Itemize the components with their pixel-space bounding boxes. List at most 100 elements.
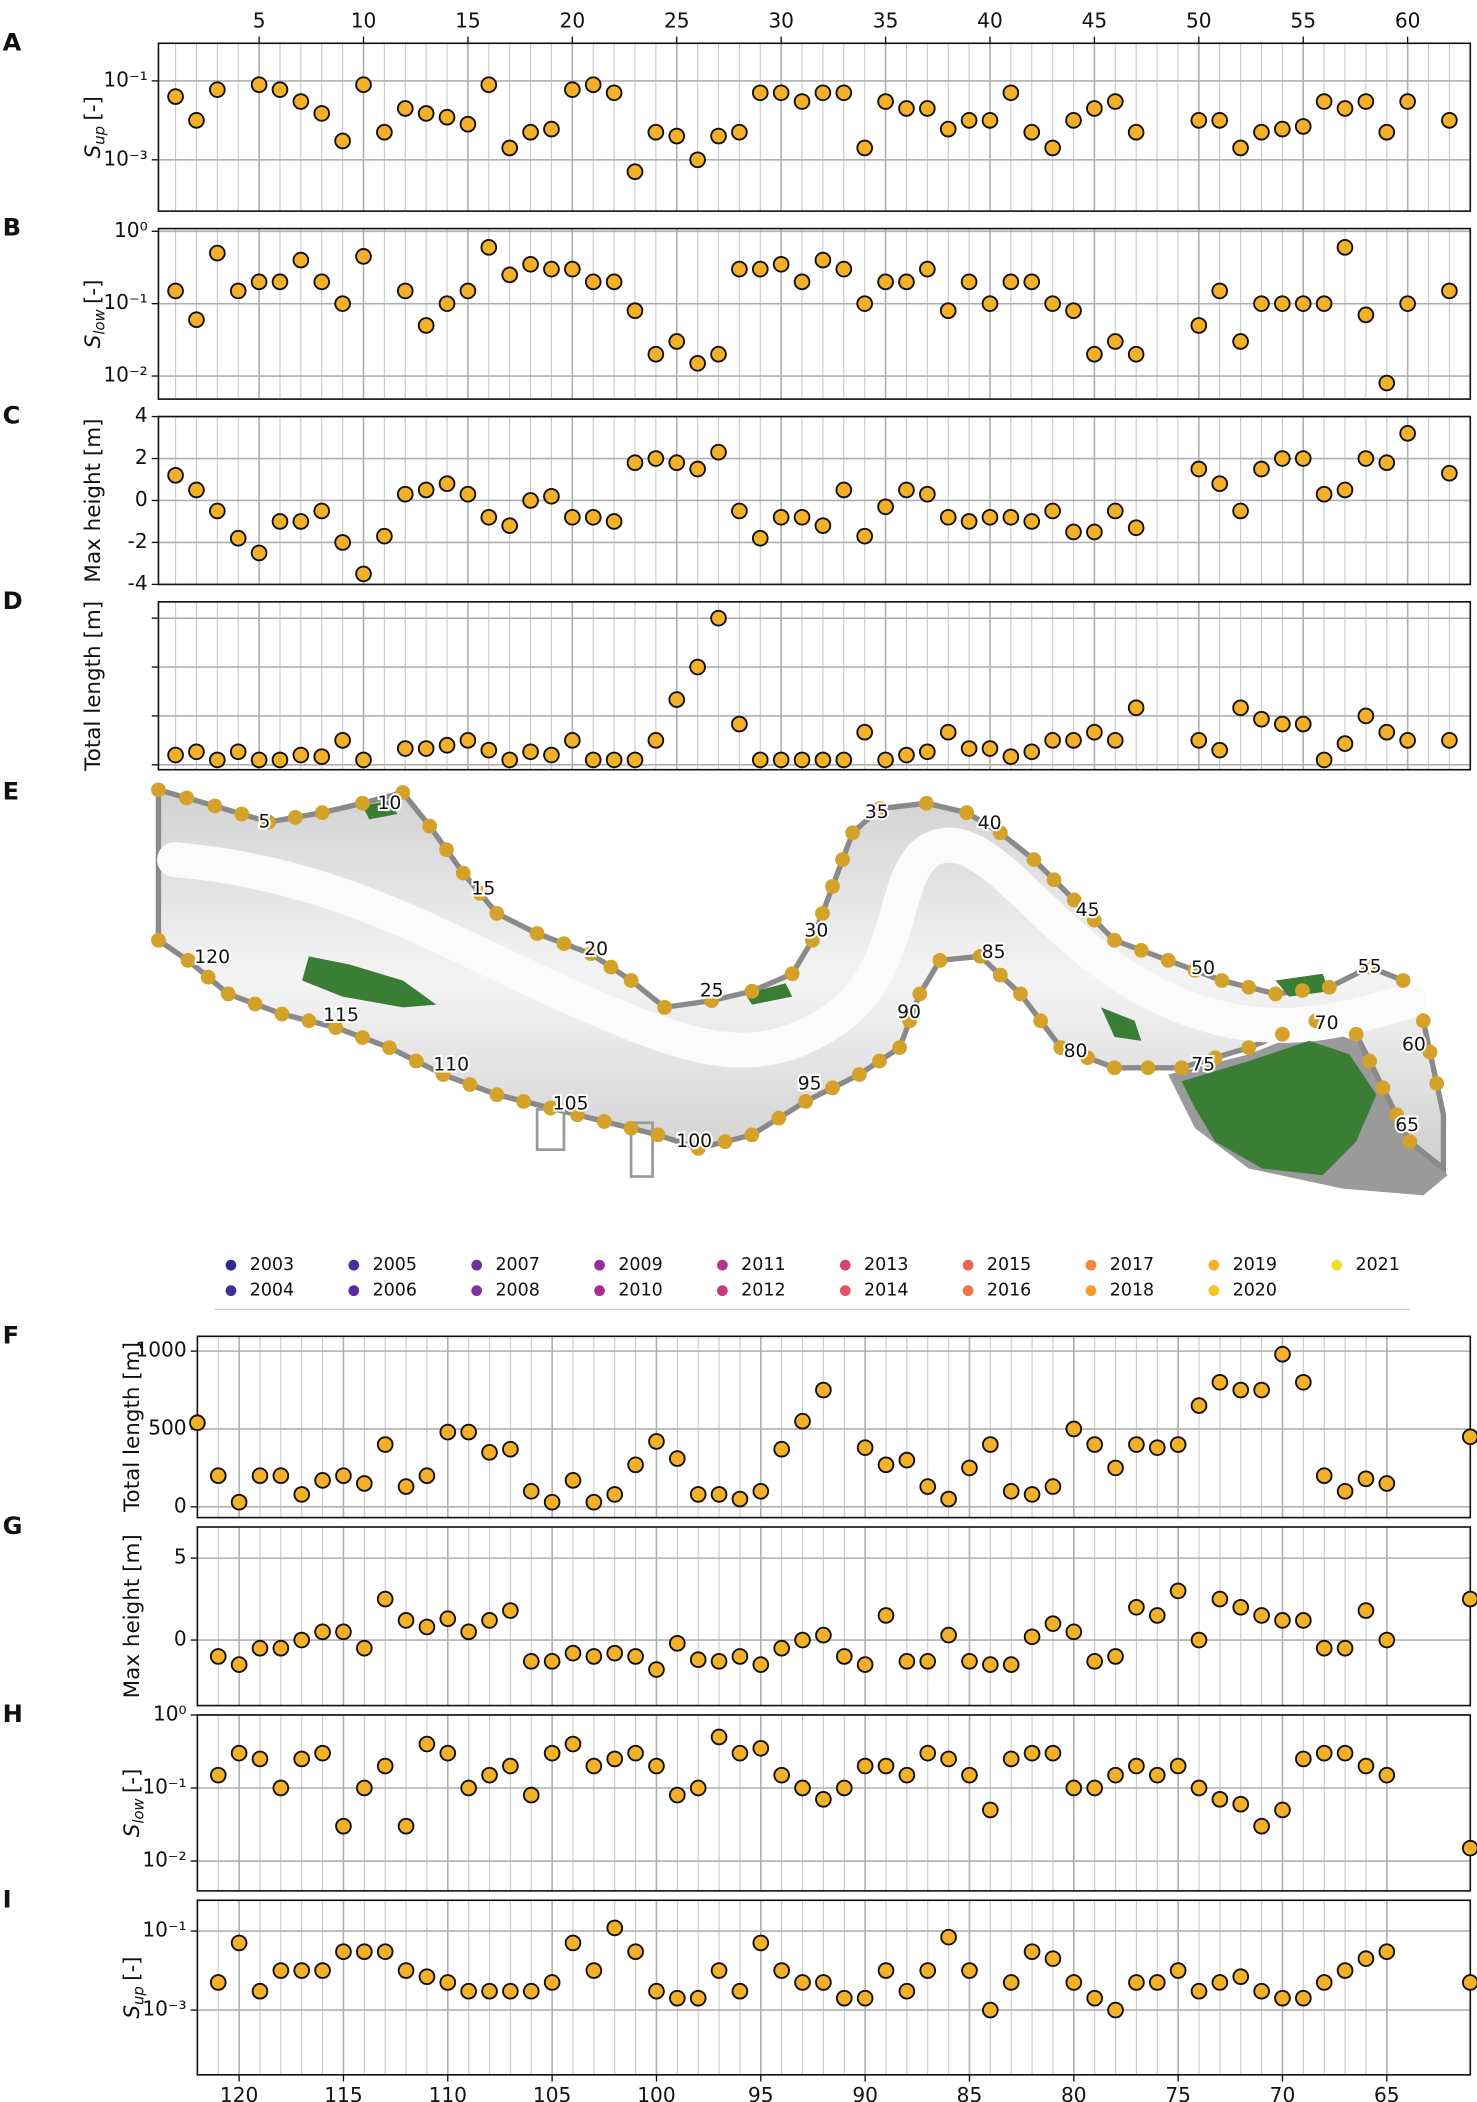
transect-point (623, 1120, 639, 1136)
data-point (940, 1750, 957, 1768)
y-tick-label: 10⁻² (142, 1848, 186, 1872)
data-point (502, 1440, 519, 1458)
transect-point (261, 814, 276, 830)
transect-point (1133, 942, 1149, 958)
data-point (543, 1653, 561, 1670)
data-point (960, 513, 978, 530)
data-point (502, 1982, 519, 2000)
data-point (898, 273, 915, 291)
data-point (1023, 1744, 1041, 1762)
data-point (584, 273, 602, 291)
data-point (313, 502, 331, 520)
y-tick-label: 10⁰ (114, 218, 148, 242)
data-point (981, 295, 999, 312)
x-tick-label: 105 (533, 2083, 571, 2102)
data-point (188, 112, 205, 129)
data-point (793, 93, 811, 110)
data-point (1378, 1475, 1396, 1492)
data-point (877, 273, 894, 291)
y-axis-label-unit: [-] (120, 1769, 145, 1794)
data-point (626, 163, 644, 181)
data-point (668, 691, 686, 708)
data-point (898, 746, 915, 764)
data-point (376, 527, 393, 545)
x-tick-label: 20 (560, 8, 586, 32)
data-point (209, 1766, 227, 1784)
transect-point (744, 983, 760, 999)
data-point (1399, 425, 1416, 442)
data-point (522, 1482, 540, 1500)
data-point (856, 527, 874, 545)
data-point (815, 1381, 832, 1399)
transect-point (1321, 979, 1337, 995)
y-axis-label: Sup [-] (81, 96, 109, 158)
data-point (1378, 454, 1396, 472)
data-point (1315, 1639, 1333, 1657)
data-point (1441, 732, 1458, 749)
transect-point (784, 966, 800, 982)
legend-label: 2009 (618, 1255, 662, 1275)
data-point (1127, 123, 1145, 141)
data-point (919, 100, 936, 117)
data-point (689, 354, 706, 372)
data-point (376, 123, 393, 141)
transect-point (1107, 1060, 1122, 1076)
data-point (1274, 295, 1291, 312)
x-tick-label: 60 (1395, 8, 1421, 32)
data-point (439, 1744, 457, 1762)
data-point (814, 251, 832, 269)
data-point (1044, 1950, 1062, 1967)
data-point (751, 529, 769, 547)
legend-marker (1208, 1259, 1220, 1271)
data-point (585, 1962, 603, 1979)
data-point (919, 1478, 937, 1495)
y-tick-label: 10⁰ (153, 1701, 187, 1725)
data-point (835, 751, 853, 769)
data-point (481, 1982, 498, 2000)
legend-marker (348, 1259, 360, 1271)
legend-label: 2003 (250, 1255, 294, 1275)
legend-label: 2019 (1233, 1255, 1277, 1275)
data-point (188, 743, 205, 761)
data-point (1211, 475, 1229, 493)
transect-point (234, 806, 250, 822)
data-point (877, 1607, 895, 1624)
transect-label: 65 (1395, 1115, 1419, 1136)
data-point (585, 1648, 603, 1665)
data-point (710, 443, 727, 461)
x-tick-label: 70 (1270, 2083, 1296, 2102)
data-point (1086, 523, 1103, 541)
data-point (689, 1779, 707, 1797)
transect-point (912, 986, 928, 1002)
data-point (898, 1451, 916, 1469)
data-point (188, 311, 205, 329)
data-point (1253, 710, 1270, 728)
transect-point (489, 905, 505, 921)
data-point (773, 1962, 790, 1979)
x-tick-label: 30 (768, 8, 794, 32)
data-point (334, 132, 351, 150)
data-point (272, 1467, 290, 1485)
data-point (1378, 123, 1396, 141)
data-point (794, 1779, 811, 1797)
data-point (647, 123, 665, 141)
data-point (1190, 732, 1208, 749)
data-point (1044, 1615, 1062, 1632)
data-point (1211, 741, 1229, 759)
y-axis-label: Sup [-] (120, 1956, 148, 2018)
data-point (793, 273, 811, 291)
data-point (543, 746, 560, 764)
transect-label: 90 (897, 1002, 921, 1023)
panel-letter: I (3, 1885, 12, 1913)
data-point (1461, 1839, 1477, 1857)
y-axis-label-main: S (81, 335, 106, 349)
data-point (396, 100, 414, 117)
data-point (856, 1656, 874, 1673)
panel-letter: A (3, 28, 22, 56)
data-point (293, 1750, 311, 1768)
data-point (1065, 523, 1082, 541)
transect-point (355, 1030, 370, 1045)
x-tick-label: 5 (253, 8, 266, 32)
data-point (396, 740, 414, 757)
